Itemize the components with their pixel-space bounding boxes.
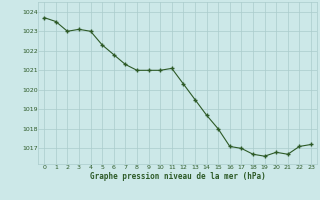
X-axis label: Graphe pression niveau de la mer (hPa): Graphe pression niveau de la mer (hPa)	[90, 172, 266, 181]
